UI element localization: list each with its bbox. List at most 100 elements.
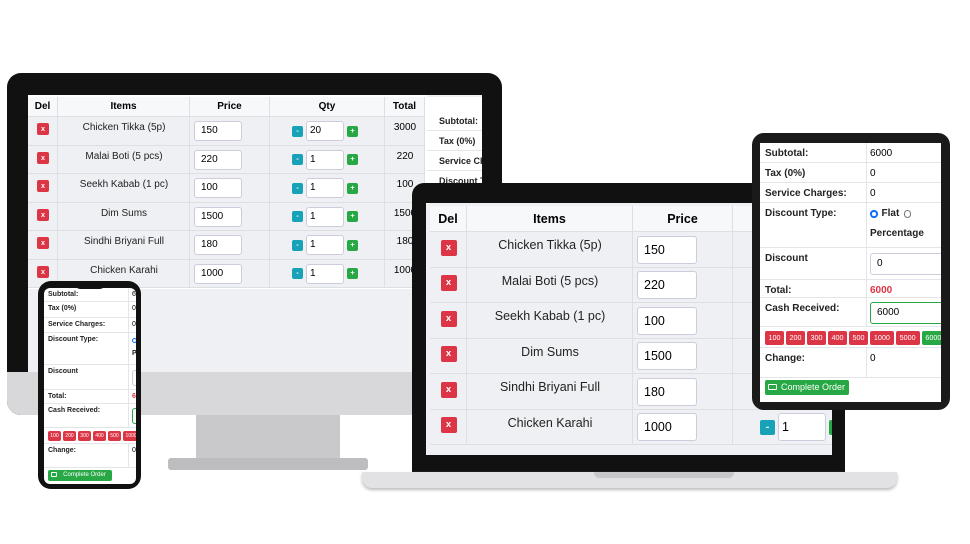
quick-cash-button[interactable]: 200 bbox=[786, 330, 805, 345]
delete-button[interactable]: x bbox=[440, 346, 457, 363]
qty-plus[interactable]: + bbox=[347, 125, 358, 137]
summary-label: Service Charges: bbox=[439, 156, 482, 166]
card-icon bbox=[768, 383, 777, 390]
row-border bbox=[760, 202, 941, 203]
qty-plus[interactable]: + bbox=[829, 419, 832, 435]
row-total: 180 bbox=[396, 236, 414, 248]
price-input[interactable]: 220 bbox=[637, 271, 697, 300]
complete-order-button[interactable]: Complete Order bbox=[48, 470, 112, 481]
phone-screen: Subtotal: 6000 Tax (0%) 0 Service Charges: 0 D… bbox=[44, 288, 136, 484]
qty-minus[interactable]: - bbox=[292, 268, 303, 280]
qty-input[interactable]: 1 bbox=[306, 235, 344, 256]
delete-button[interactable]: x bbox=[37, 265, 49, 278]
complete-order-button[interactable]: Complete Order bbox=[765, 380, 849, 395]
qty-minus[interactable]: - bbox=[292, 182, 303, 194]
summary-input[interactable]: 0 bbox=[870, 253, 941, 275]
summary-label: Discount Type: bbox=[765, 208, 837, 219]
row-total: 1000 bbox=[393, 264, 417, 276]
monitor-base bbox=[168, 458, 368, 470]
row-total: 220 bbox=[396, 150, 414, 162]
quick-cash-button[interactable]: 400 bbox=[93, 431, 106, 441]
summary-value: 0 bbox=[132, 447, 136, 454]
summary-label: Total: bbox=[48, 393, 67, 400]
qty-input[interactable]: 1 bbox=[778, 413, 826, 442]
price-input[interactable]: 220 bbox=[194, 149, 242, 170]
price-input[interactable]: 1500 bbox=[194, 206, 242, 227]
qty-plus[interactable]: + bbox=[347, 154, 358, 166]
price-input[interactable]: 100 bbox=[194, 178, 242, 199]
qty-minus[interactable]: - bbox=[760, 419, 775, 435]
delete-button[interactable]: x bbox=[37, 123, 49, 136]
delete-button[interactable]: x bbox=[440, 239, 457, 256]
summary-label: Change: bbox=[765, 353, 805, 364]
quick-cash-button[interactable]: 6000 bbox=[921, 330, 941, 345]
quick-cash-button[interactable]: 100 bbox=[765, 330, 784, 345]
col-border bbox=[128, 404, 129, 428]
qty-plus[interactable]: + bbox=[347, 211, 358, 223]
qty-plus[interactable]: + bbox=[347, 239, 358, 251]
summary-value: 0 bbox=[870, 353, 876, 364]
radio-flat[interactable] bbox=[870, 210, 878, 218]
delete-button[interactable]: x bbox=[440, 275, 457, 292]
quick-cash-button[interactable]: 1000 bbox=[123, 431, 136, 441]
delete-button[interactable]: x bbox=[440, 381, 457, 398]
item-name: Seekh Kabab (1 pc) bbox=[79, 179, 169, 191]
delete-button[interactable]: x bbox=[37, 151, 49, 164]
summary-label: Discount Type: bbox=[439, 176, 482, 186]
qty-minus[interactable]: - bbox=[292, 125, 303, 137]
summary-label: Discount Type: bbox=[48, 336, 99, 343]
table-cell bbox=[467, 232, 633, 268]
delete-button[interactable]: x bbox=[37, 237, 49, 250]
row-border bbox=[44, 332, 136, 333]
quick-cash-button[interactable]: 500 bbox=[849, 330, 868, 345]
item-name: Dim Sums bbox=[100, 207, 148, 219]
table-header: Items bbox=[58, 97, 190, 117]
qty-input[interactable]: 1 bbox=[306, 178, 344, 199]
radio-flat[interactable] bbox=[132, 338, 136, 344]
delete-button[interactable]: x bbox=[37, 180, 49, 193]
quick-cash-button[interactable]: 200 bbox=[63, 431, 76, 441]
price-input[interactable]: 180 bbox=[194, 235, 242, 256]
quick-cash-button[interactable]: 300 bbox=[78, 431, 91, 441]
delete-button[interactable]: x bbox=[440, 417, 457, 434]
row-border bbox=[44, 443, 136, 444]
price-input[interactable]: 150 bbox=[637, 235, 697, 264]
summary-label: Discount bbox=[765, 253, 808, 264]
price-input[interactable]: 1500 bbox=[637, 342, 697, 371]
delete-button[interactable]: x bbox=[440, 310, 457, 327]
col-border bbox=[866, 298, 867, 327]
price-input[interactable]: 1000 bbox=[194, 263, 242, 284]
qty-input[interactable]: 20 bbox=[306, 121, 344, 142]
quick-cash-button[interactable]: 1000 bbox=[870, 330, 894, 345]
qty-minus[interactable]: - bbox=[292, 154, 303, 166]
summary-label: Subtotal: bbox=[765, 148, 809, 159]
qty-minus[interactable]: - bbox=[292, 239, 303, 251]
summary-input[interactable]: 6000 bbox=[132, 408, 136, 424]
quick-cash-button[interactable]: 500 bbox=[108, 431, 121, 441]
row-border bbox=[44, 427, 136, 428]
price-input[interactable]: 180 bbox=[637, 377, 697, 406]
summary-input[interactable]: 0 bbox=[132, 369, 136, 386]
item-name: Dim Sums bbox=[521, 344, 579, 359]
price-input[interactable]: 150 bbox=[194, 121, 242, 142]
price-input[interactable]: 100 bbox=[637, 306, 697, 335]
price-input[interactable]: 1000 bbox=[637, 413, 697, 442]
qty-input[interactable]: 1 bbox=[306, 206, 344, 227]
qty-input[interactable]: 1 bbox=[306, 149, 344, 170]
qty-input[interactable]: 1 bbox=[306, 263, 344, 284]
quick-cash-button[interactable]: 300 bbox=[807, 330, 826, 345]
col-border bbox=[128, 444, 129, 468]
qty-plus[interactable]: + bbox=[347, 268, 358, 280]
radio-percentage[interactable] bbox=[903, 210, 911, 218]
row-border bbox=[44, 403, 136, 404]
qty-minus[interactable]: - bbox=[292, 211, 303, 223]
row-border bbox=[760, 377, 941, 378]
delete-button[interactable]: x bbox=[37, 208, 49, 221]
quick-cash-button[interactable]: 5000 bbox=[895, 330, 920, 345]
discount-option: Percentage bbox=[870, 228, 924, 239]
quick-cash-button[interactable]: 400 bbox=[828, 330, 847, 345]
table-cell bbox=[430, 374, 467, 410]
summary-input[interactable]: 6000 bbox=[870, 301, 941, 324]
quick-cash-button[interactable]: 100 bbox=[48, 431, 61, 441]
qty-plus[interactable]: + bbox=[347, 182, 358, 194]
